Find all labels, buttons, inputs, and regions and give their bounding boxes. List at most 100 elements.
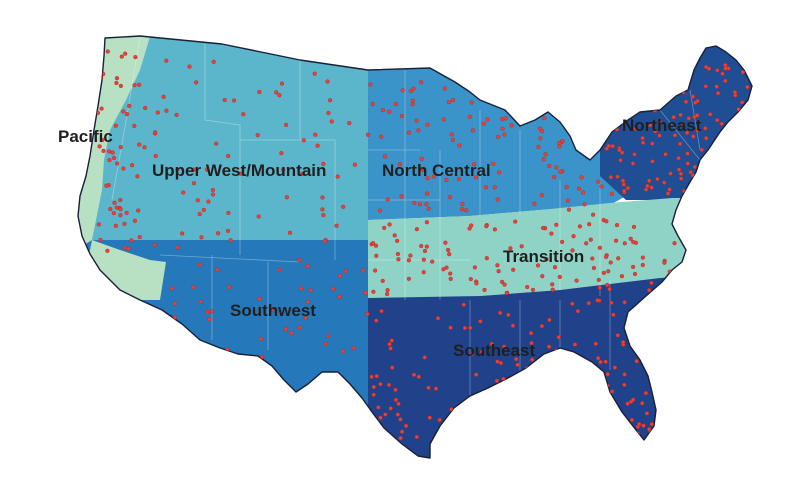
station-marker <box>572 342 578 347</box>
station-marker <box>152 242 157 247</box>
station-marker <box>483 185 488 190</box>
station-marker <box>657 133 662 138</box>
station-marker <box>592 106 597 111</box>
station-marker <box>622 372 627 377</box>
station-marker <box>113 123 118 128</box>
station-marker <box>142 145 147 150</box>
station-marker <box>655 176 660 182</box>
station-marker <box>607 287 612 292</box>
label-southwest: Southwest <box>230 301 316 320</box>
station-marker <box>539 193 544 198</box>
station-marker <box>118 197 123 203</box>
station-marker <box>112 200 117 205</box>
station-marker <box>206 199 211 204</box>
station-marker <box>662 180 667 185</box>
station-marker <box>554 165 559 170</box>
station-marker <box>448 325 453 330</box>
station-marker <box>468 277 473 282</box>
station-marker <box>710 188 715 193</box>
station-marker <box>114 76 120 81</box>
station-marker <box>216 231 221 236</box>
station-marker <box>470 398 475 403</box>
station-marker <box>611 120 616 125</box>
station-marker <box>470 128 475 133</box>
station-marker <box>437 417 442 422</box>
station-marker <box>201 207 206 212</box>
station-marker <box>647 93 652 98</box>
station-marker <box>745 84 750 90</box>
station-marker <box>503 116 508 121</box>
station-marker <box>447 252 452 257</box>
station-marker <box>222 97 227 103</box>
station-marker <box>127 103 132 108</box>
station-marker <box>374 253 379 258</box>
station-marker <box>444 177 449 182</box>
station-marker <box>306 300 311 305</box>
station-marker <box>634 359 639 364</box>
station-marker <box>647 178 652 183</box>
station-marker <box>460 207 465 212</box>
station-marker <box>305 264 310 269</box>
station-marker <box>650 159 655 164</box>
station-marker <box>622 382 627 387</box>
station-marker <box>634 88 640 93</box>
station-marker <box>136 208 141 213</box>
station-marker <box>175 245 180 250</box>
station-marker <box>419 156 424 161</box>
station-marker <box>461 302 466 307</box>
station-marker <box>633 126 638 131</box>
station-marker <box>676 62 682 67</box>
station-marker <box>424 191 430 196</box>
station-marker <box>424 244 429 249</box>
station-marker <box>338 273 343 278</box>
station-marker <box>472 265 477 270</box>
station-marker <box>723 188 728 193</box>
station-marker <box>632 271 638 277</box>
station-marker <box>542 116 547 121</box>
station-marker <box>337 294 342 300</box>
station-marker <box>605 372 610 377</box>
station-marker <box>308 288 313 293</box>
station-marker <box>385 291 390 297</box>
station-marker <box>477 404 482 409</box>
station-marker <box>685 161 690 166</box>
station-marker <box>640 140 646 145</box>
station-marker <box>546 344 552 349</box>
station-marker <box>387 109 392 114</box>
station-marker <box>530 380 535 385</box>
station-marker <box>638 87 644 92</box>
station-marker <box>485 117 490 122</box>
station-marker <box>373 243 379 248</box>
station-marker <box>110 150 115 155</box>
station-marker <box>652 390 657 395</box>
station-marker <box>406 276 411 281</box>
station-marker <box>646 82 651 87</box>
station-marker <box>714 187 719 192</box>
station-marker <box>172 301 177 306</box>
station-marker <box>447 417 452 422</box>
station-marker <box>378 415 383 420</box>
station-marker <box>105 49 110 54</box>
station-marker <box>320 195 325 200</box>
station-marker <box>164 108 169 113</box>
station-marker <box>640 262 645 268</box>
station-marker <box>426 206 431 211</box>
station-marker <box>571 426 576 431</box>
station-marker <box>535 263 541 268</box>
station-marker <box>279 151 284 156</box>
station-marker <box>374 374 379 379</box>
station-marker <box>468 325 473 330</box>
station-marker <box>722 176 727 181</box>
station-marker <box>479 349 484 354</box>
station-marker <box>526 429 531 434</box>
station-marker <box>107 158 112 163</box>
station-marker <box>209 309 214 314</box>
station-marker <box>711 167 716 172</box>
station-marker <box>733 93 738 98</box>
station-marker <box>539 424 544 429</box>
station-marker <box>450 97 456 103</box>
station-marker <box>632 152 637 157</box>
station-marker <box>105 248 110 253</box>
station-marker <box>657 120 662 125</box>
